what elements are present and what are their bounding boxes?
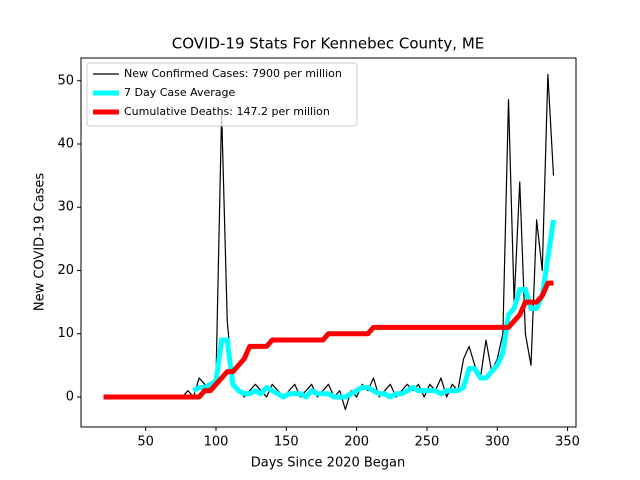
x-tick-label: 300 <box>485 435 510 450</box>
y-tick-label: 0 <box>66 389 74 404</box>
legend-label: 7 Day Case Average <box>124 86 236 99</box>
legend-label: Cumulative Deaths: 147.2 per million <box>124 105 330 118</box>
y-tick-label: 10 <box>57 326 74 341</box>
plot-area <box>103 73 556 411</box>
x-tick-label: 250 <box>415 435 440 450</box>
x-tick-label: 50 <box>137 435 154 450</box>
chart-title: COVID-19 Stats For Kennebec County, ME <box>172 35 485 53</box>
legend-box <box>86 62 358 127</box>
x-axis-label: Days Since 2020 Began <box>251 456 406 471</box>
y-tick-label: 20 <box>57 263 74 278</box>
y-tick-label: 50 <box>57 73 74 88</box>
y-tick-label: 30 <box>57 200 74 215</box>
axes-frame <box>80 57 577 428</box>
x-tick-label: 100 <box>204 435 229 450</box>
series-line <box>192 219 556 400</box>
y-tick-label: 40 <box>57 137 74 152</box>
x-tick-label: 200 <box>344 435 369 450</box>
legend-label: New Confirmed Cases: 7900 per million <box>124 67 342 80</box>
x-tick-label: 150 <box>274 435 299 450</box>
y-axis-label: New COVID-19 Cases <box>33 173 48 311</box>
x-tick-label: 350 <box>555 435 580 450</box>
series-line <box>103 280 554 400</box>
